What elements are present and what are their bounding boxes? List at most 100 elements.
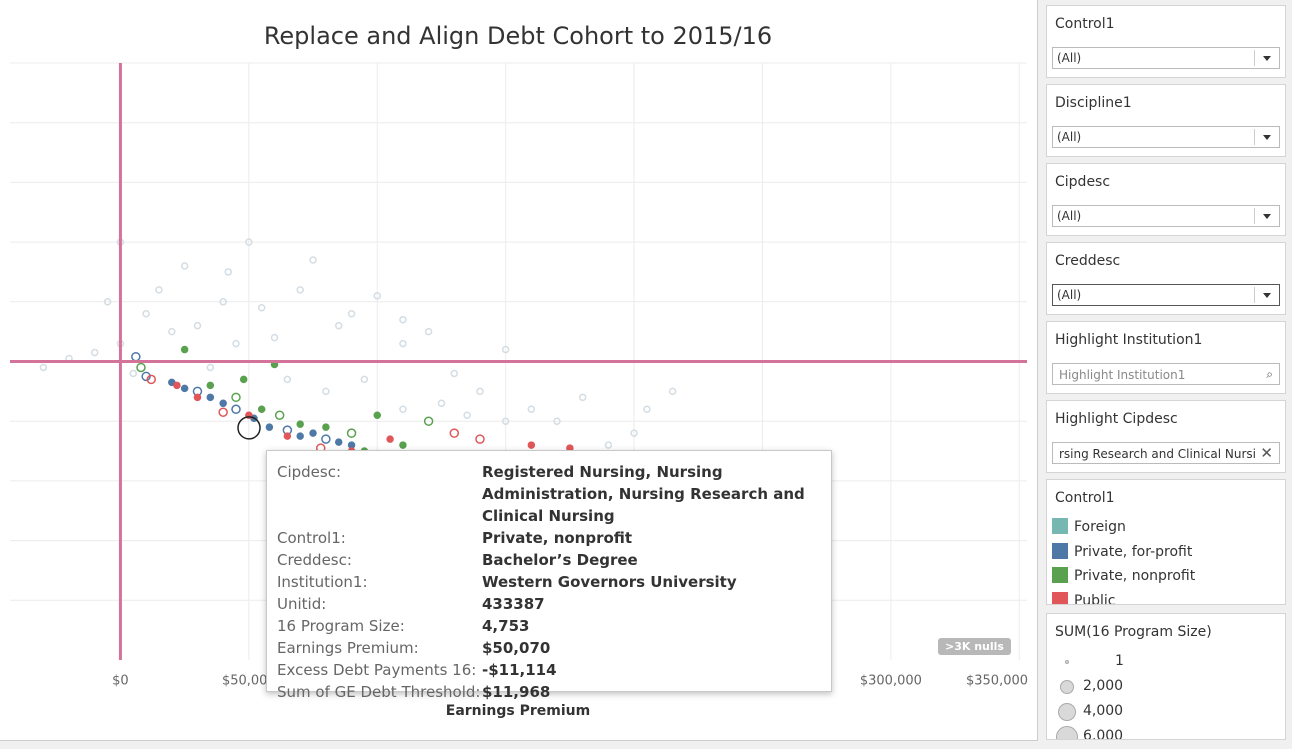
context-point xyxy=(206,363,215,372)
tooltip-key: Creddesc: xyxy=(277,551,352,569)
tooltip-key: Sum of GE Debt Threshold: xyxy=(277,683,481,701)
point xyxy=(309,429,317,437)
filter-title: Control1 xyxy=(1055,16,1115,32)
legend-item[interactable]: Private, for-profit xyxy=(1052,542,1193,563)
legend-item[interactable]: Private, nonprofit xyxy=(1052,567,1195,587)
dropdown[interactable]: (All) xyxy=(1052,47,1280,69)
dropdown[interactable]: (All) xyxy=(1052,205,1280,227)
point xyxy=(239,375,248,384)
tooltip-value: 4,753 xyxy=(482,617,530,635)
point xyxy=(321,434,331,444)
size-legend: SUM(16 Program Size) 1 2,000 4,000 6,000 xyxy=(1046,613,1286,740)
point xyxy=(141,371,151,382)
tooltip-body: Cipdesc: Registered Nursing, Nursing Admi… xyxy=(267,451,831,703)
legend-title: SUM(16 Program Size) xyxy=(1055,624,1212,640)
context-point xyxy=(399,405,407,414)
filter-card: Cipdesc (All) xyxy=(1046,163,1286,236)
context-point xyxy=(270,333,279,342)
dropdown[interactable]: (All) xyxy=(1052,126,1280,148)
tooltip-row: Creddesc: Bachelor’s Degree xyxy=(277,549,831,571)
point xyxy=(423,416,434,426)
context-point xyxy=(450,369,459,378)
point xyxy=(527,441,536,449)
search-value: rsing Research and Clinical Nursing xyxy=(1059,447,1272,461)
context-point xyxy=(232,339,240,348)
legend-swatch xyxy=(1052,591,1068,604)
legend-swatch xyxy=(1052,542,1068,559)
filter-card: Control1 (All) xyxy=(1046,5,1286,78)
search-input[interactable]: rsing Research and Clinical Nursing ✕ xyxy=(1052,442,1280,464)
dropdown-value: (All) xyxy=(1057,288,1082,302)
context-point xyxy=(643,405,651,414)
point xyxy=(146,374,156,385)
context-point xyxy=(168,327,176,336)
x-tick-label: $350,000 xyxy=(966,674,1028,689)
context-point xyxy=(257,304,266,312)
highlight-card: Highlight Institution1 Highlight Institu… xyxy=(1046,321,1286,394)
context-point xyxy=(604,441,613,449)
point xyxy=(193,393,202,402)
tooltip-value: Registered Nursing, Nursing Administrati… xyxy=(482,463,805,525)
point xyxy=(173,381,181,390)
size-label: 2,000 xyxy=(1083,678,1124,694)
context-point xyxy=(476,387,484,396)
search-input[interactable]: Highlight Institution1 ⌕ xyxy=(1052,363,1280,385)
legend-swatch xyxy=(1052,567,1068,583)
tooltip-row: 16 Program Size: 4,753 xyxy=(277,615,831,637)
context-point xyxy=(437,399,446,408)
point xyxy=(219,399,227,408)
context-point xyxy=(334,321,343,330)
point xyxy=(206,393,215,402)
tooltip: Cipdesc: Registered Nursing, Nursing Admi… xyxy=(266,450,832,701)
context-point xyxy=(39,363,48,372)
legend-label: Private, for-profit xyxy=(1074,543,1193,560)
legend-item[interactable]: Public xyxy=(1052,591,1115,604)
context-point xyxy=(668,387,677,396)
clear-button[interactable]: ✕ xyxy=(1257,444,1273,462)
tooltip-value: Private, nonprofit xyxy=(482,529,633,547)
context-point xyxy=(463,411,471,419)
dropdown-value: (All) xyxy=(1057,209,1082,223)
nulls-badge[interactable]: >3K nulls xyxy=(938,638,1011,655)
context-point xyxy=(142,309,150,318)
filter-title: Creddesc xyxy=(1055,253,1121,269)
tooltip-value: Bachelor’s Degree xyxy=(482,551,638,569)
context-point xyxy=(155,286,163,294)
point xyxy=(334,438,343,446)
point xyxy=(274,410,285,420)
size-swatch xyxy=(1056,726,1078,739)
tooltip-key: Control1: xyxy=(277,529,346,547)
legend-item[interactable]: Foreign xyxy=(1052,518,1126,538)
point xyxy=(218,407,228,417)
tooltip-key: Earnings Premium: xyxy=(277,639,419,657)
context-point xyxy=(347,309,356,318)
size-label: 1 xyxy=(1115,653,1124,669)
context-point xyxy=(193,321,202,330)
point xyxy=(180,345,189,354)
context-point xyxy=(399,339,407,348)
chart-panel: Replace and Align Debt Cohort to 2015/16… xyxy=(0,0,1038,741)
legend-label: Foreign xyxy=(1074,519,1126,535)
context-point xyxy=(424,327,433,336)
tooltip-row: Earnings Premium: $50,070 xyxy=(277,637,831,659)
placeholder: Highlight Institution1 xyxy=(1059,368,1186,382)
context-point xyxy=(180,262,189,270)
point xyxy=(386,435,394,443)
point xyxy=(449,428,460,438)
tooltip-value: $11,968 xyxy=(482,683,551,701)
context-point xyxy=(91,348,99,357)
context-point xyxy=(578,393,587,402)
point xyxy=(265,423,274,431)
context-point xyxy=(296,286,304,294)
point xyxy=(257,405,266,414)
tooltip-key: Excess Debt Payments 16: xyxy=(277,661,477,679)
tooltip-value: -$11,114 xyxy=(482,661,557,679)
size-label: 4,000 xyxy=(1083,703,1124,719)
tooltip-value: Western Governors University xyxy=(482,573,737,591)
dropdown[interactable]: (All) xyxy=(1052,284,1280,306)
tooltip-value: $50,070 xyxy=(482,639,551,657)
x-tick-label: $300,000 xyxy=(860,674,922,689)
size-label: 6,000 xyxy=(1083,728,1124,740)
size-swatch xyxy=(1057,702,1077,722)
